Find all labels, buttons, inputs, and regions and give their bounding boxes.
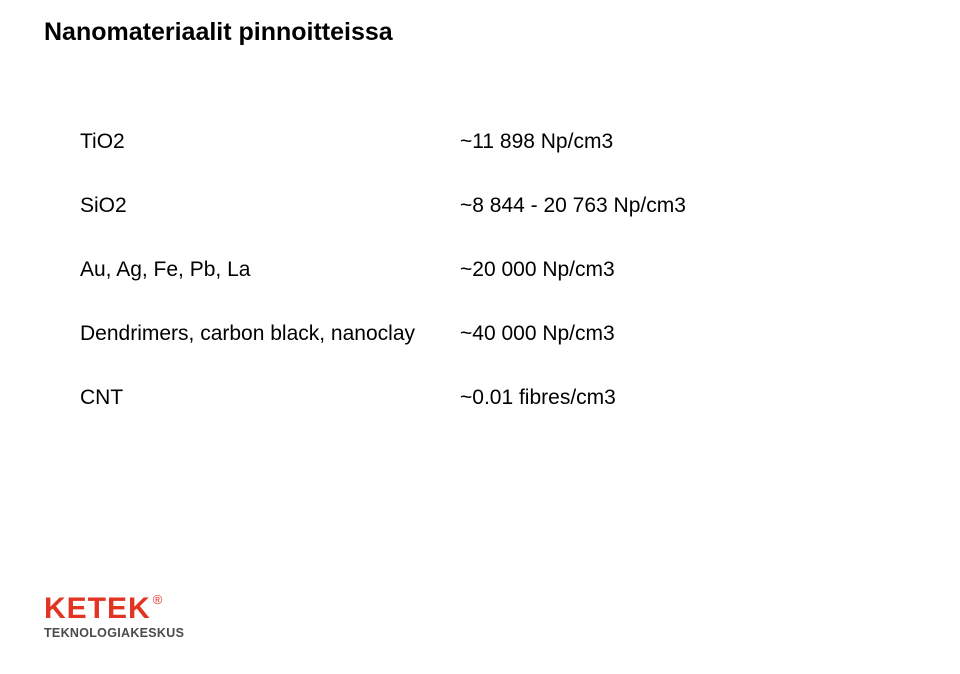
- table-row: Dendrimers, carbon black, nanoclay ~40 0…: [80, 322, 840, 346]
- table-row: TiO2 ~11 898 Np/cm3: [80, 130, 840, 154]
- row-label: Au, Ag, Fe, Pb, La: [80, 258, 460, 282]
- row-value: ~20 000 Np/cm3: [460, 258, 840, 282]
- table-row: Au, Ag, Fe, Pb, La ~20 000 Np/cm3: [80, 258, 840, 282]
- logo-subtitle: TEKNOLOGIAKESKUS: [44, 626, 184, 640]
- row-label: Dendrimers, carbon black, nanoclay: [80, 322, 460, 346]
- registered-icon: ®: [153, 592, 163, 607]
- slide-page: Nanomateriaalit pinnoitteissa TiO2 ~11 8…: [0, 0, 960, 674]
- page-title: Nanomateriaalit pinnoitteissa: [44, 18, 393, 47]
- row-label: TiO2: [80, 130, 460, 154]
- logo: KETEK ® TEKNOLOGIAKESKUS: [44, 594, 184, 640]
- row-label: SiO2: [80, 194, 460, 218]
- table-row: SiO2 ~8 844 - 20 763 Np/cm3: [80, 194, 840, 218]
- row-value: ~40 000 Np/cm3: [460, 322, 840, 346]
- row-value: ~8 844 - 20 763 Np/cm3: [460, 194, 840, 218]
- logo-top-row: KETEK ®: [44, 594, 162, 624]
- row-value: ~11 898 Np/cm3: [460, 130, 840, 154]
- logo-name: KETEK: [44, 594, 151, 624]
- row-value: ~0.01 fibres/cm3: [460, 386, 840, 410]
- row-label: CNT: [80, 386, 460, 410]
- table-row: CNT ~0.01 fibres/cm3: [80, 386, 840, 410]
- data-table: TiO2 ~11 898 Np/cm3 SiO2 ~8 844 - 20 763…: [80, 130, 840, 450]
